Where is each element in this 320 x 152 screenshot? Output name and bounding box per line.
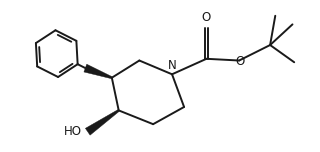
Polygon shape (84, 64, 112, 79)
Polygon shape (85, 110, 119, 135)
Text: O: O (202, 11, 211, 24)
Text: N: N (168, 59, 176, 72)
Text: HO: HO (64, 125, 82, 138)
Text: O: O (235, 55, 244, 68)
